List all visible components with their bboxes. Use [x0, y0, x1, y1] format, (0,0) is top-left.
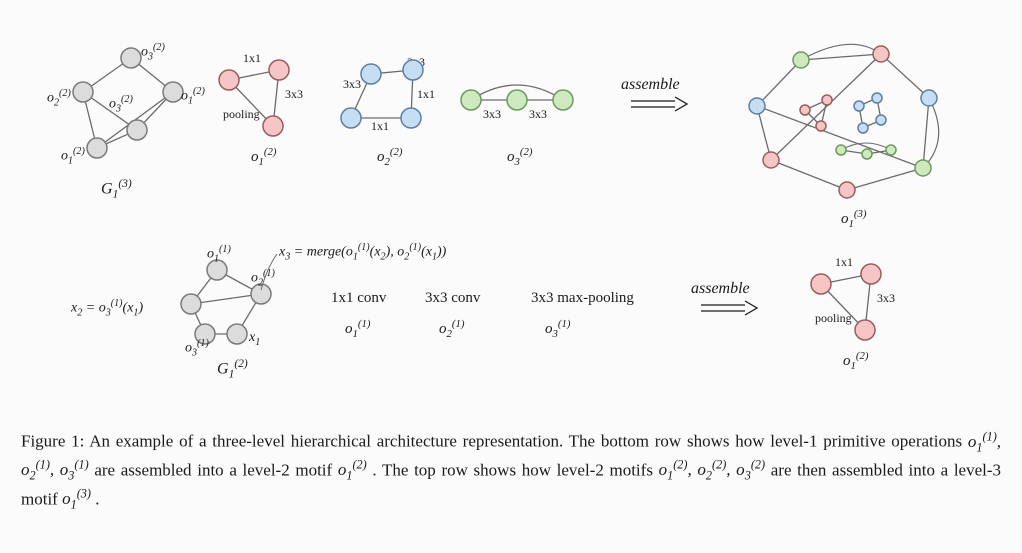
node [858, 123, 868, 133]
merge-label: x3 = merge(o1(1)(x2), o2(1)(x1)) [279, 242, 479, 266]
node [861, 264, 881, 284]
node [839, 182, 855, 198]
text-label: 1x1 [243, 51, 261, 65]
node [361, 64, 381, 84]
node-label: x2 = o3(1)(x1) [71, 298, 271, 322]
text-label: 3x3 conv [425, 290, 481, 306]
figure: o1(2)o2(2)o3(2)o1(2)o3(2)G1(3)1x13x3pool… [21, 20, 1001, 514]
node [461, 90, 481, 110]
text-label: 3x3 max-pooling [531, 290, 634, 306]
node-label: o1(2) [61, 146, 261, 170]
assemble-label-bottom: assemble [691, 280, 891, 304]
g3-label: G1(3) [101, 178, 301, 202]
assembled-level3: o1(3) [749, 44, 1001, 232]
figure-svg: o1(2)o2(2)o3(2)o1(2)o3(2)G1(3)1x13x3pool… [21, 20, 1001, 420]
caption-l2motif: o1(2) [338, 460, 367, 479]
node [915, 160, 931, 176]
node [822, 95, 832, 105]
motif: 3x3 3x3 [461, 85, 573, 121]
result-label: o1(2) [843, 350, 1001, 374]
node [341, 108, 361, 128]
node-label: o3(2) [109, 94, 309, 118]
node [873, 46, 889, 62]
o3-label: o3(2) [507, 146, 707, 170]
node [793, 52, 809, 68]
node [886, 145, 896, 155]
text-label: pooling [223, 107, 260, 121]
node [403, 60, 423, 80]
node [872, 93, 882, 103]
assemble-label: assemble [621, 76, 821, 100]
primitive-sublabel: o3(1) [545, 318, 745, 342]
text-label: 3x3 [285, 87, 303, 101]
caption-text-2: are assembled into a level-2 motif [94, 460, 338, 479]
edge [847, 168, 923, 190]
node [763, 152, 779, 168]
caption-l2ops: o1(2), o2(2), o3(2) [659, 460, 765, 479]
text-label: 3x3 [877, 291, 895, 305]
node [269, 60, 289, 80]
caption-l3motif: o1(3) [62, 489, 91, 508]
text-label: pooling [815, 311, 852, 325]
node [401, 108, 421, 128]
node [553, 90, 573, 110]
edge [771, 160, 847, 190]
bottom-row: x2 = o3(1)(x1)o1(1)o2(1)x1o3(1)G1(2)x3 =… [71, 242, 1001, 382]
caption-text-1: An example of a three-level hierarchical… [89, 432, 968, 451]
g2-label: G1(2) [217, 358, 417, 382]
node [507, 90, 527, 110]
node [862, 149, 872, 159]
node-label: o2(1) [251, 268, 451, 292]
edge [801, 54, 881, 60]
node [749, 98, 765, 114]
node [876, 115, 886, 125]
node [811, 274, 831, 294]
edge [757, 106, 923, 168]
o1-3-label: o1(3) [841, 208, 1001, 232]
text-label: 3x3 [343, 77, 361, 91]
node [854, 101, 864, 111]
caption-prefix: Figure 1: [21, 432, 84, 451]
text-label: 1x1 conv [331, 290, 387, 306]
text-label: 3x3 [483, 107, 501, 121]
node [263, 116, 283, 136]
text-label: 3x3 [529, 107, 547, 121]
node [816, 121, 826, 131]
node [800, 105, 810, 115]
figure-caption: Figure 1: An example of a three-level hi… [21, 428, 1001, 514]
text-label: 1x1 [371, 119, 389, 133]
node-label: o3(2) [141, 42, 341, 66]
edge [881, 54, 929, 98]
text-label: 1x1 [417, 87, 435, 101]
top-row: o1(2)o2(2)o3(2)o1(2)o3(2)G1(3)1x13x3pool… [47, 42, 1001, 232]
node [121, 48, 141, 68]
text-label: 1x1 [835, 255, 853, 269]
node [855, 320, 875, 340]
node [836, 145, 846, 155]
node [127, 120, 147, 140]
caption-text-3: . The top row shows how level-2 motifs [372, 460, 658, 479]
caption-tail: . [95, 489, 99, 508]
edge [923, 98, 929, 168]
node [219, 70, 239, 90]
node [921, 90, 937, 106]
